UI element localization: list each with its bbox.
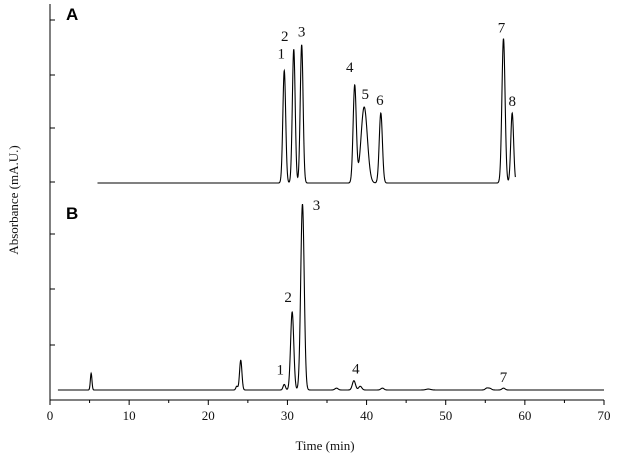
x-tick-label: 60 bbox=[518, 408, 531, 423]
peak-label: 1 bbox=[277, 362, 285, 378]
x-tick-label: 0 bbox=[47, 408, 54, 423]
peak-label: 8 bbox=[508, 94, 516, 110]
x-tick-label: 70 bbox=[598, 408, 611, 423]
trace-line bbox=[97, 38, 516, 184]
x-tick-label: 40 bbox=[360, 408, 373, 423]
panel-label: B bbox=[66, 204, 78, 223]
x-tick-label: 50 bbox=[439, 408, 452, 423]
peak-label: 5 bbox=[361, 87, 369, 103]
peak-label: 1 bbox=[278, 47, 286, 63]
trace-line bbox=[57, 203, 604, 391]
y-axis-title: Absorbance (mA.U.) bbox=[6, 145, 21, 254]
peak-label: 3 bbox=[313, 198, 321, 214]
chart-frame bbox=[49, 4, 604, 401]
peak-label: 4 bbox=[346, 60, 354, 76]
x-tick-label: 30 bbox=[281, 408, 294, 423]
x-axis: 0 10 20 30 40 50 60 70 bbox=[47, 400, 611, 423]
peak-label: 2 bbox=[284, 290, 292, 306]
peak-label: 7 bbox=[500, 370, 508, 386]
x-axis-title: Time (min) bbox=[295, 438, 354, 453]
panel-label: A bbox=[66, 5, 78, 24]
peak-label: 3 bbox=[298, 25, 306, 41]
panel-b: B 1 2 3 4 7 bbox=[57, 198, 604, 391]
x-tick-label: 20 bbox=[202, 408, 215, 423]
panel-a: A 1 2 3 45 6 7 8 bbox=[66, 5, 516, 184]
peak-label: 6 bbox=[376, 93, 384, 109]
peak-label: 7 bbox=[498, 21, 506, 37]
x-tick-label: 10 bbox=[123, 408, 136, 423]
peak-label: 2 bbox=[281, 29, 289, 45]
peak-label: 4 bbox=[352, 362, 360, 378]
